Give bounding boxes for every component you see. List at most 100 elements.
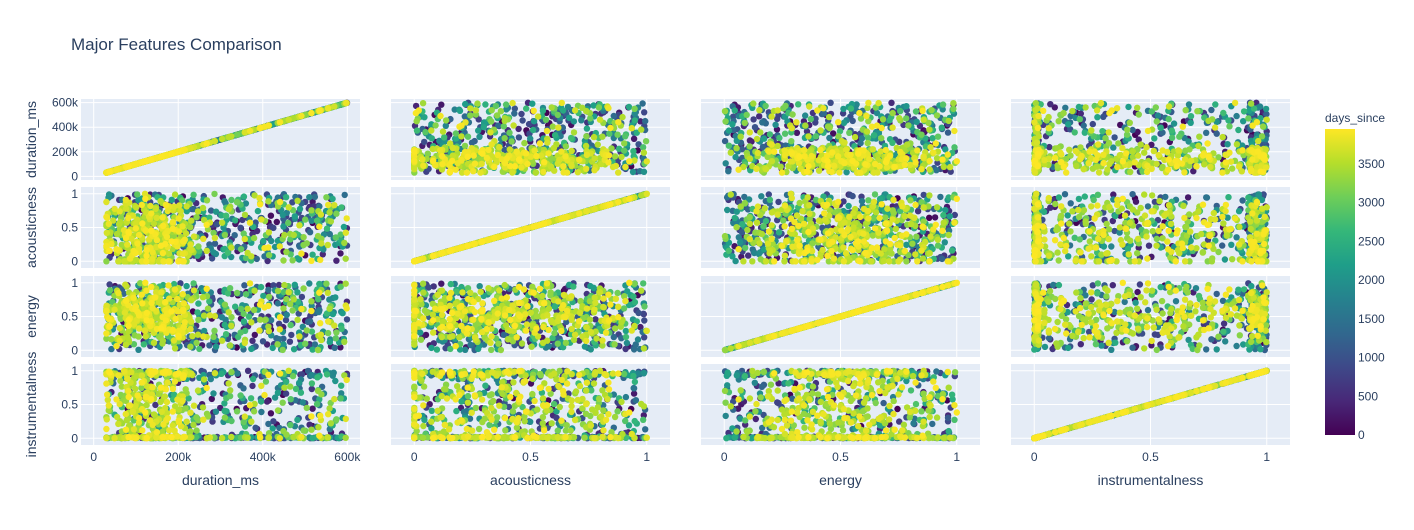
data-point — [1175, 147, 1181, 153]
data-point — [1154, 118, 1160, 124]
data-point — [158, 154, 164, 160]
data-point — [918, 132, 924, 138]
data-point — [1081, 122, 1087, 128]
data-point — [1045, 114, 1051, 120]
data-point — [308, 207, 314, 213]
data-point — [453, 167, 459, 173]
data-point — [1180, 124, 1186, 130]
data-point — [187, 241, 193, 247]
data-point — [862, 161, 868, 167]
data-point — [1261, 152, 1267, 158]
data-point — [148, 228, 154, 234]
data-point — [940, 101, 946, 107]
data-point — [531, 147, 537, 153]
data-point — [447, 169, 453, 175]
data-point — [622, 164, 628, 170]
data-point — [864, 128, 870, 134]
data-point — [950, 106, 956, 112]
data-point — [232, 217, 238, 223]
data-point — [491, 164, 497, 170]
data-point — [1203, 130, 1209, 136]
data-point — [337, 250, 343, 256]
data-point — [180, 238, 186, 244]
data-point — [615, 169, 621, 175]
data-point — [540, 108, 546, 114]
panel-acousticness-vs-acousticness — [391, 187, 670, 268]
data-point — [904, 141, 910, 147]
data-point — [722, 108, 728, 114]
data-point — [631, 136, 637, 142]
data-point — [168, 151, 174, 157]
data-point — [1220, 134, 1226, 140]
data-point — [265, 244, 271, 250]
data-point — [824, 158, 830, 164]
data-point — [1166, 103, 1172, 109]
data-point — [467, 105, 473, 111]
data-point — [903, 103, 909, 109]
data-point — [642, 118, 648, 124]
data-point — [551, 168, 557, 174]
data-point — [1166, 116, 1172, 122]
data-point — [428, 127, 434, 133]
data-point — [422, 129, 428, 135]
data-point — [204, 222, 210, 228]
data-point — [1181, 169, 1187, 175]
data-point — [1193, 163, 1199, 169]
data-point — [265, 122, 271, 128]
data-point — [596, 104, 602, 110]
data-point — [927, 166, 933, 172]
data-point — [540, 169, 546, 175]
data-point — [258, 216, 264, 222]
data-point — [1085, 160, 1091, 166]
data-point — [1063, 169, 1069, 175]
data-point — [479, 161, 485, 167]
data-point — [212, 235, 218, 241]
data-point — [753, 166, 759, 172]
data-point — [104, 230, 110, 236]
data-point — [933, 140, 939, 146]
data-point — [312, 194, 318, 200]
data-point — [733, 145, 739, 151]
data-point — [626, 158, 632, 164]
data-point — [298, 250, 304, 256]
data-point — [747, 143, 753, 149]
data-point — [420, 100, 426, 106]
data-point — [429, 135, 435, 141]
data-point — [283, 249, 289, 255]
data-point — [294, 198, 300, 204]
data-point — [286, 204, 292, 210]
data-point — [1100, 152, 1106, 158]
data-point — [1207, 164, 1213, 170]
data-point — [863, 113, 869, 119]
data-point — [831, 163, 837, 169]
data-point — [1067, 152, 1073, 158]
data-point — [266, 252, 272, 258]
data-point — [518, 111, 524, 117]
data-point — [560, 107, 566, 113]
data-point — [1263, 106, 1269, 112]
data-point — [518, 164, 524, 170]
data-point — [1119, 145, 1125, 151]
data-point — [859, 135, 865, 141]
data-point — [333, 211, 339, 217]
data-point — [583, 133, 589, 139]
data-point — [772, 122, 778, 128]
data-point — [804, 169, 810, 175]
data-point — [172, 191, 178, 197]
data-point — [841, 139, 847, 145]
data-point — [794, 130, 800, 136]
data-point — [114, 231, 120, 237]
data-point — [419, 156, 425, 162]
data-point — [476, 134, 482, 140]
data-point — [257, 201, 263, 207]
data-point — [187, 145, 193, 151]
data-point — [606, 152, 612, 158]
data-point — [759, 119, 765, 125]
data-point — [1201, 161, 1207, 167]
data-point — [437, 147, 443, 153]
data-point — [133, 204, 139, 210]
data-point — [292, 213, 298, 219]
data-point — [309, 252, 315, 258]
data-point — [440, 128, 446, 134]
